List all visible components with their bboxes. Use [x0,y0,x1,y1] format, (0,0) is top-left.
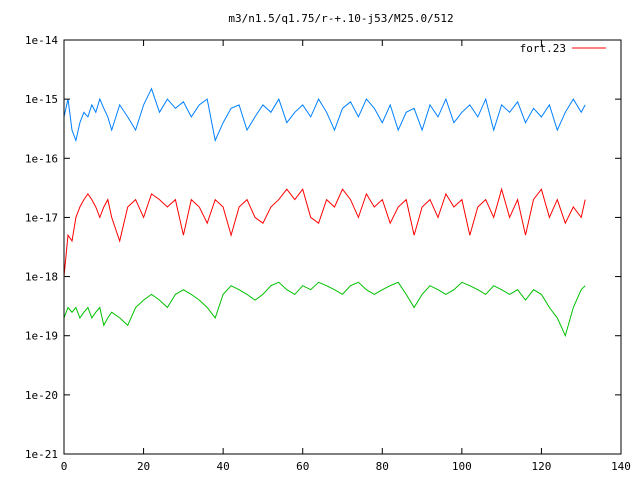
legend-label: fort.23 [520,42,566,55]
y-tick-label: 1e-17 [25,211,58,224]
y-tick-label: 1e-18 [25,271,58,284]
y-tick-label: 1e-14 [25,34,58,47]
y-tick-label: 1e-16 [25,152,58,165]
y-tick-label: 1e-21 [25,448,58,461]
x-tick-label: 20 [137,460,150,473]
ticks-layer: 0 20 40 60 80 100 120 140 1e-21 1e-20 1e-19 1e-18 1e… [25,34,631,473]
x-tick-label: 40 [217,460,230,473]
x-tick-label: 100 [452,460,472,473]
legend: fort.23 [520,42,606,55]
x-tick-label: 140 [611,460,631,473]
x-tick-label: 60 [296,460,309,473]
y-tick-label: 1e-19 [25,330,58,343]
chart-title: m3/n1.5/q1.75/r-+.10-j53/M25.0/512 [228,12,453,25]
series-line-2 [63,187,586,277]
x-tick-label: 80 [376,460,389,473]
x-tick-label: 120 [531,460,551,473]
y-tick-label: 1e-15 [25,93,58,106]
series-layer [63,87,586,338]
x-tick-label: 0 [61,460,68,473]
y-tick-label: 1e-20 [25,389,58,402]
series-line-3 [63,281,586,338]
series-line-1 [63,87,586,143]
plot-frame [63,39,622,455]
